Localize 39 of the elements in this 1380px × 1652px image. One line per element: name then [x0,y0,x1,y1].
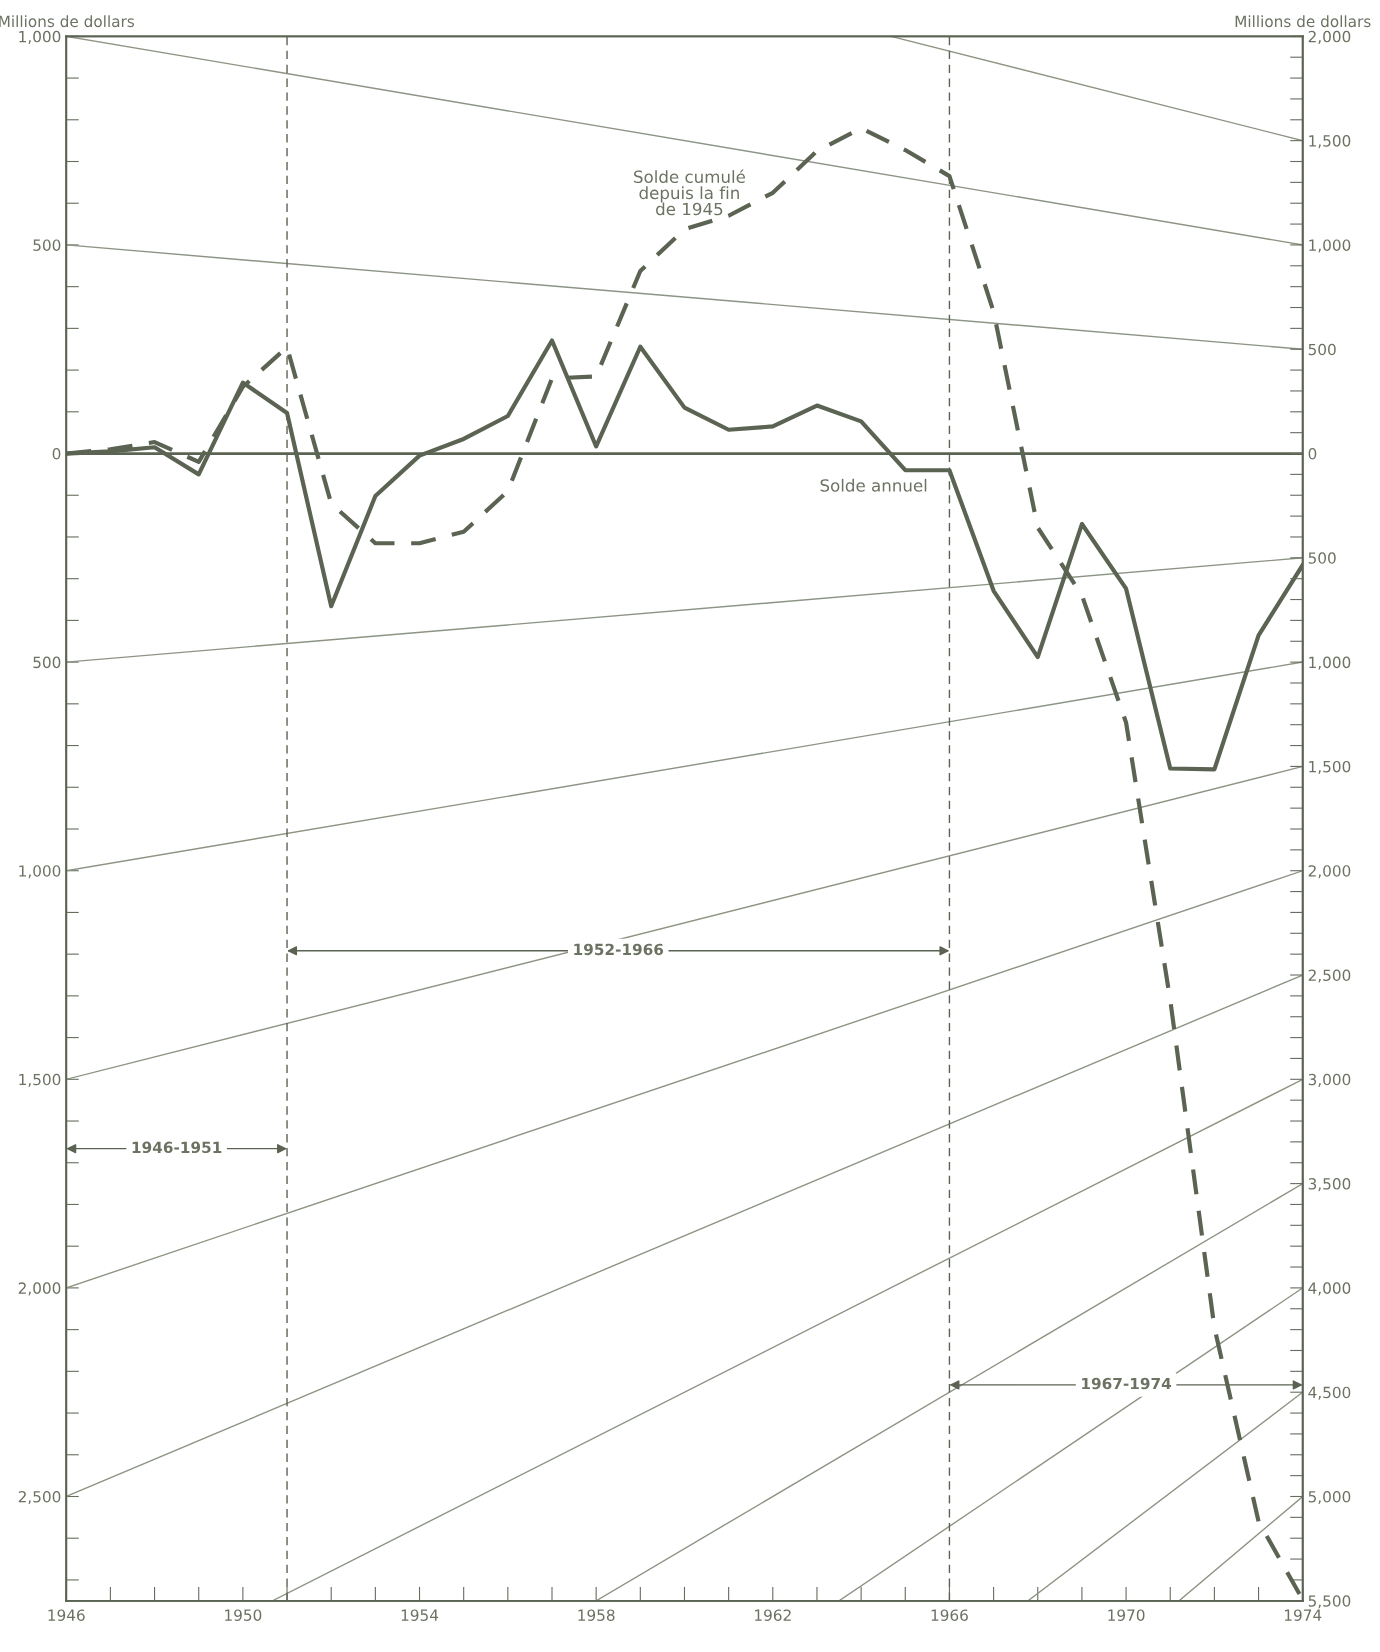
y-tick-label: 2,000 [18,1282,61,1296]
annotation: Solde cumulé depuis la fin de 1945 [634,169,746,216]
y2-tick-label: 500 [1308,552,1336,564]
y-tick-label: 500 [33,239,61,251]
y2-tick-label: 1,000 [1309,239,1351,253]
y2-tick-label: 1,500 [1309,135,1351,149]
y2-tick-label: 2,500 [1308,969,1351,983]
y-tick-label: 500 [33,656,61,669]
x-tick-label: 1974 [1284,1609,1322,1621]
y2-tick-label: 500 [1308,343,1336,356]
x-tick-label: 1950 [225,1609,262,1621]
x-tick-label: 1970 [1108,1609,1145,1621]
y-tick-label: 1,000 [19,865,61,879]
y2-tick-label: 2,000 [1308,865,1351,879]
y-tick-label: 1,500 [19,1073,61,1087]
x-tick-label: 1962 [755,1609,791,1621]
y2-tick-label: 0 [1308,447,1317,460]
y2-tick-label: 5,500 [1308,1595,1351,1609]
y2-tick-label: 4,500 [1308,1386,1351,1400]
y-tick-label: 1,000 [19,30,61,44]
x-tick-label: 1966 [931,1609,968,1621]
annotation: 1946-1951 [132,1141,222,1154]
x-tick-label: 1954 [401,1609,439,1621]
y-tick-label: 2,500 [18,1490,61,1505]
y2-tick-label: 5,000 [1308,1490,1351,1505]
y-axis-title: Millions de dollars [0,15,135,28]
annotation: 1952-1966 [574,943,664,956]
y-tick-label: 0 [52,447,61,460]
y2-tick-label: 1,500 [1309,760,1351,774]
annotation: 1967-1974 [1082,1377,1172,1390]
x-tick-label: 1958 [578,1609,615,1621]
annotation: Solde annuel [820,478,927,492]
y2-tick-label: 4,000 [1308,1282,1351,1296]
y2-tick-label: 1,000 [1309,656,1351,670]
y2-tick-label: 3,500 [1308,1178,1351,1192]
x-tick-label: 1946 [48,1609,85,1621]
y2-tick-label: 3,000 [1308,1073,1351,1087]
y2-tick-label: 2,000 [1308,30,1351,44]
y2-axis-title: Millions de dollars [1235,15,1371,28]
